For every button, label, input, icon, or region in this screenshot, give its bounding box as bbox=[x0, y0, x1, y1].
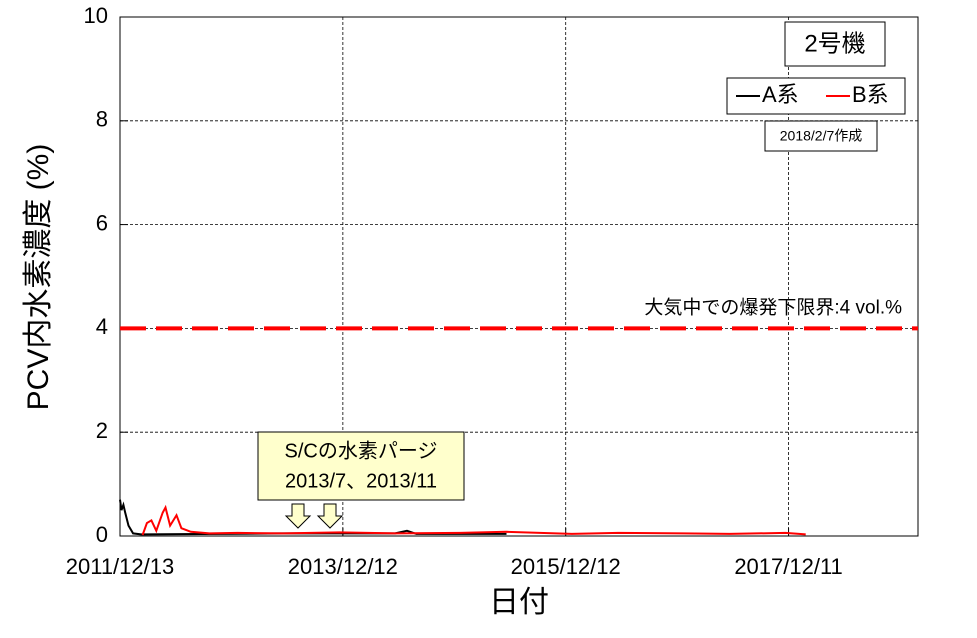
y-tick-label: 8 bbox=[96, 107, 108, 132]
created-label: 2018/2/7作成 bbox=[780, 128, 863, 144]
legend-label: A系 bbox=[762, 82, 799, 107]
y-tick-label: 4 bbox=[96, 314, 108, 339]
y-tick-label: 10 bbox=[84, 3, 108, 28]
callout-line: 2013/7、2013/11 bbox=[285, 470, 437, 492]
unit-label: 2号機 bbox=[804, 30, 865, 57]
series-line bbox=[119, 499, 507, 536]
callout-arrow bbox=[316, 503, 344, 529]
callout-box bbox=[257, 431, 465, 501]
y-tick-label: 6 bbox=[96, 210, 108, 235]
y-axis-label: PCV内水素濃度 (%) bbox=[22, 144, 55, 411]
plot-frame bbox=[119, 16, 919, 537]
y-tick-label: 0 bbox=[96, 522, 108, 547]
y-tick-label: 2 bbox=[96, 418, 108, 443]
reference-label: 大気中での爆発下限界:4 vol.% bbox=[644, 296, 902, 318]
x-tick-label: 2017/12/11 bbox=[734, 554, 842, 579]
x-tick-label: 2011/12/13 bbox=[66, 554, 174, 579]
x-axis-label: 日付 bbox=[489, 586, 549, 619]
legend-label: B系 bbox=[852, 82, 889, 107]
callout-line: S/Cの水素パージ bbox=[285, 439, 438, 462]
x-tick-label: 2015/12/12 bbox=[511, 554, 621, 579]
callout-arrow bbox=[284, 503, 312, 529]
x-tick-label: 2013/12/12 bbox=[288, 554, 398, 579]
unit-box bbox=[784, 21, 886, 67]
created-box bbox=[764, 120, 878, 152]
series-line bbox=[141, 504, 806, 536]
